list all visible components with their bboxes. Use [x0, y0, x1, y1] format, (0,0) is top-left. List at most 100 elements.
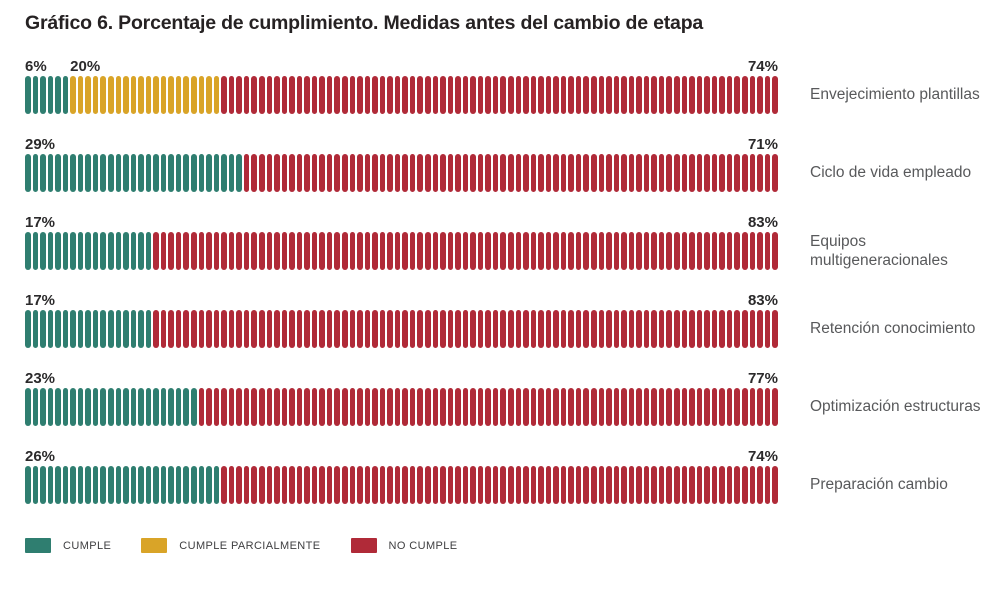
value-label: 26%: [25, 448, 56, 465]
bar-segment-pill: [349, 310, 356, 348]
bar-segment-pill: [311, 154, 318, 192]
bar-segment-pill: [643, 154, 650, 192]
bar-segment-pill: [749, 466, 756, 504]
bar-segment-pill: [100, 466, 107, 504]
bar-segment-pill: [772, 388, 778, 426]
bar-segment-pill: [492, 232, 499, 270]
bar-segment-pill: [77, 76, 84, 114]
bar-segment-pill: [228, 466, 235, 504]
bar-segment-pill: [764, 310, 771, 348]
bar-segment-pill: [77, 154, 84, 192]
bar-segment-pill: [658, 388, 665, 426]
bar-segment-pill: [304, 388, 310, 426]
bar-segment-pill: [198, 232, 205, 270]
bar-segment-pill: [191, 388, 197, 426]
bar-segment-pill: [440, 310, 446, 348]
bar-segment-pill: [734, 232, 740, 270]
bar-segment-pill: [183, 232, 190, 270]
value-label: 6%: [25, 58, 47, 75]
bar-segment-pill: [613, 154, 620, 192]
bar-segment-pill: [85, 154, 91, 192]
bar-segment-pill: [62, 232, 69, 270]
bar-segment-pill: [213, 232, 220, 270]
bar-segment-pill: [470, 76, 476, 114]
bar-segment-pill: [319, 466, 325, 504]
bar-segment-pill: [606, 232, 612, 270]
bar-segment-pill: [364, 388, 371, 426]
page: Gráfico 6. Porcentaje de cumplimiento. M…: [25, 12, 981, 553]
bar-segment-pill: [334, 76, 340, 114]
bar-segment-pill: [757, 154, 763, 192]
bar-segment-pill: [77, 388, 84, 426]
bar-segment-pill: [25, 388, 31, 426]
bar-segment-pill: [198, 154, 205, 192]
row-label: Optimización estructuras: [810, 398, 981, 416]
bar-segment-pill: [492, 154, 499, 192]
bar-segment-pill: [123, 310, 129, 348]
bar-segment-pill: [764, 388, 771, 426]
bar-segment-pill: [266, 154, 273, 192]
bar-segment-pill: [545, 388, 552, 426]
bar-segment-pill: [658, 76, 665, 114]
bar-segment-pill: [696, 232, 703, 270]
bar-segment-pill: [726, 310, 733, 348]
bar-column: 26% 74%: [25, 447, 778, 504]
bar-segment-pill: [711, 154, 718, 192]
bar-segment-pill: [772, 466, 778, 504]
bar-segment-pill: [515, 310, 522, 348]
bar-segment-pill: [115, 466, 122, 504]
bar-segment-pill: [553, 232, 559, 270]
bar-segment-pill: [334, 388, 340, 426]
bar-segment-pill: [575, 388, 582, 426]
bar-segment-pill: [25, 232, 31, 270]
bar-column: 6% 20% 74%: [25, 57, 778, 114]
value-label: 71%: [747, 136, 778, 153]
bar-segment-pill: [304, 232, 310, 270]
bar-segment-pill: [100, 310, 107, 348]
bar-segment-pill: [749, 154, 756, 192]
bar-segment-pill: [304, 310, 310, 348]
bar-segment-pill: [560, 76, 567, 114]
bar-segment-pill: [689, 388, 695, 426]
bar-segment-pill: [666, 388, 673, 426]
bar-segment-pill: [326, 388, 333, 426]
bar-segment-pill: [258, 232, 265, 270]
bar-segment-pill: [85, 76, 91, 114]
bar-segment-pill: [643, 466, 650, 504]
bar-segment-pill: [40, 388, 46, 426]
bar-segment-pill: [749, 232, 756, 270]
bar-segment-pill: [689, 154, 695, 192]
bar-segment-pill: [47, 232, 54, 270]
bar-segment-pill: [364, 76, 371, 114]
bar-segment-pill: [711, 232, 718, 270]
bar-segment-pill: [553, 76, 559, 114]
bar-segment-pill: [651, 310, 657, 348]
bar-segment-pill: [447, 232, 454, 270]
bar-segment-pill: [583, 466, 590, 504]
bar-segment-pill: [726, 76, 733, 114]
value-label: 74%: [747, 58, 778, 75]
bar-segment-pill: [674, 466, 680, 504]
bar-segment-pill: [191, 310, 197, 348]
bar-segment-pill: [704, 154, 710, 192]
bar-segment-pill: [47, 76, 54, 114]
bar-segment-pill: [741, 154, 748, 192]
bar-segment-pill: [379, 76, 386, 114]
bar-segment-pill: [175, 466, 182, 504]
bar-segment-pill: [485, 154, 491, 192]
bar-segment-pill: [575, 232, 582, 270]
bar-segment-pill: [304, 154, 310, 192]
bar-segment-pill: [326, 154, 333, 192]
bar-segment-pill: [274, 232, 280, 270]
bar-segment-pill: [515, 232, 522, 270]
bar-segment-pill: [311, 388, 318, 426]
bar-segment-pill: [432, 310, 439, 348]
bar-segment-pill: [274, 154, 280, 192]
bar-segment-pill: [266, 76, 273, 114]
bar-segment-pill: [281, 232, 288, 270]
value-label: 17%: [25, 292, 56, 309]
bar-segment-pill: [734, 466, 740, 504]
bar-segment-pill: [523, 76, 529, 114]
bar-segment-pill: [447, 310, 454, 348]
bar-segment-pill: [311, 232, 318, 270]
